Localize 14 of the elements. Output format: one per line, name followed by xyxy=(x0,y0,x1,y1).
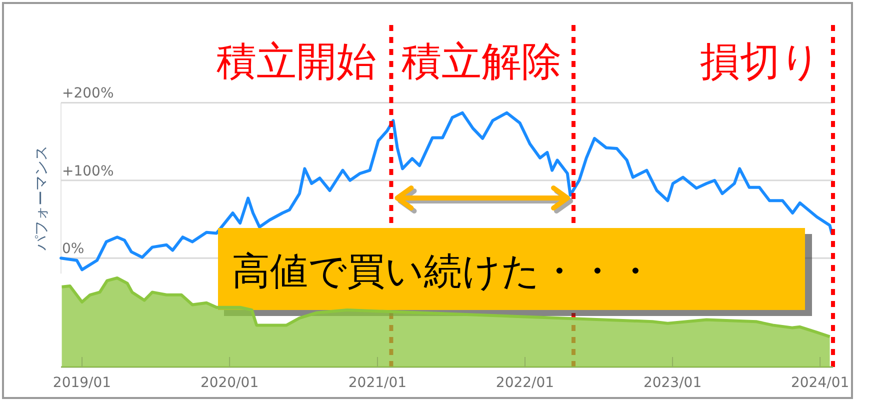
ref-line-label: 損切り xyxy=(700,39,821,85)
y-tick-label: +100% xyxy=(62,163,114,180)
ref-line-label: 積立開始 xyxy=(216,39,377,85)
x-tick-label: 2023/01 xyxy=(643,375,702,391)
x-tick-label: 2020/01 xyxy=(200,375,259,391)
annotation: 高値で買い続けた・・・ xyxy=(232,249,654,293)
x-tick-label: 2022/01 xyxy=(496,375,554,391)
y-axis-title: パフォーマンス xyxy=(32,146,50,252)
y-tick-label: 0% xyxy=(62,241,84,258)
x-tick-label: 2024/01 xyxy=(790,375,850,391)
ref-line-label: 積立解除 xyxy=(402,39,562,85)
x-tick-label: 2021/01 xyxy=(348,375,407,391)
x-tick-label: 2019/01 xyxy=(52,375,112,391)
y-tick-label: +200% xyxy=(62,86,114,102)
